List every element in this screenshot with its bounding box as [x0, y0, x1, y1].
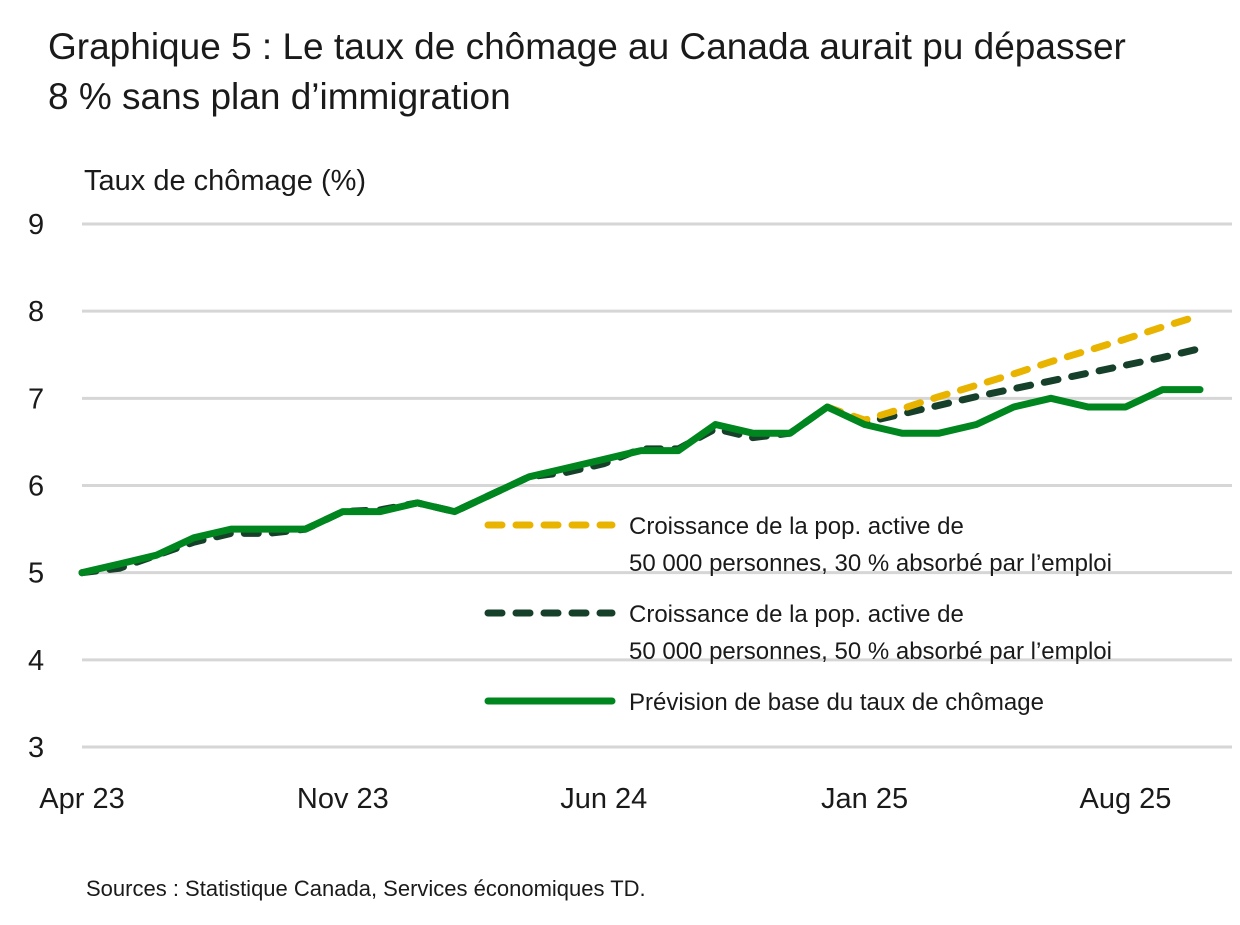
y-axis-label: Taux de chômage (%) [84, 165, 367, 197]
y-tick-label: 6 [28, 471, 44, 503]
legend-label: Croissance de la pop. active de [629, 513, 964, 540]
y-tick-label: 5 [28, 558, 44, 590]
chart-title: Graphique 5 : Le taux de chômage au Cana… [48, 26, 1126, 117]
source-note: Sources : Statistique Canada, Services é… [86, 876, 646, 901]
series-line-1 [823, 312, 1204, 424]
legend-label: Prévision de base du taux de chômage [629, 689, 1044, 716]
x-tick-label: Apr 23 [39, 783, 124, 815]
y-tick-label: 8 [28, 296, 44, 328]
series-line-3 [78, 386, 1204, 577]
y-tick-label: 3 [28, 732, 44, 764]
legend-label: 50 000 personnes, 50 % absorbé par l’emp… [629, 638, 1112, 665]
x-tick-label: Nov 23 [297, 783, 389, 815]
y-tick-label: 4 [28, 645, 44, 677]
x-tick-label: Jun 24 [560, 783, 647, 815]
legend-label: Croissance de la pop. active de [629, 601, 964, 628]
x-tick-label: Jan 25 [821, 783, 908, 815]
legend-label: 50 000 personnes, 30 % absorbé par l’emp… [629, 550, 1112, 577]
x-tick-label: Aug 25 [1080, 783, 1172, 815]
y-tick-label: 9 [28, 209, 44, 241]
series-line-2 [78, 345, 1204, 577]
y-tick-label: 7 [28, 383, 44, 415]
